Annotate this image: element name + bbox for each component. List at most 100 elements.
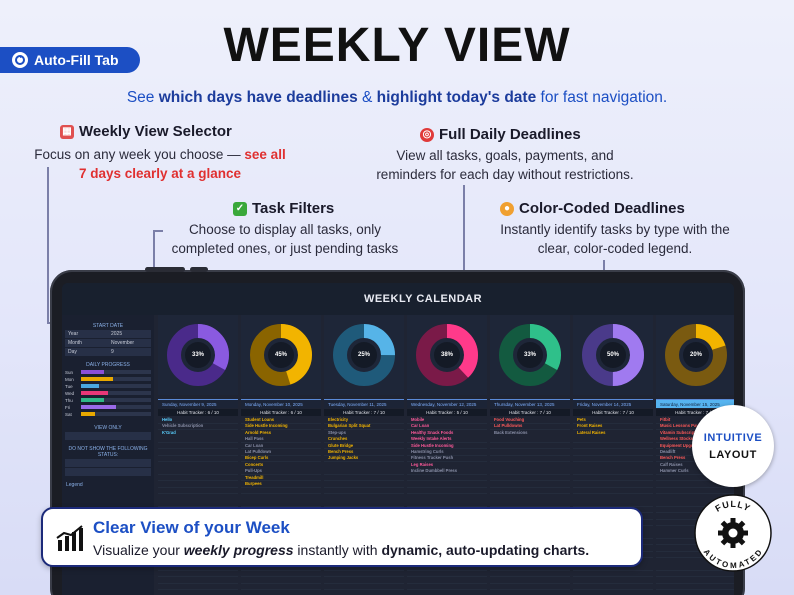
day-date-header[interactable]: Monday, November 10, 2025 (241, 399, 321, 408)
habit-tracker: Habit Tracker : 7 / 10 (324, 409, 404, 416)
task-list: Hello Vehicle Subscription K'Grad (158, 417, 238, 436)
task-item[interactable]: Vitamin Subscription (660, 429, 702, 435)
task-item[interactable]: Jumping Jacks (328, 455, 359, 461)
task-item[interactable]: Step-ups (328, 429, 346, 435)
task-item[interactable]: Leg Raises (411, 461, 434, 467)
start-date-row[interactable]: Day 9 (65, 348, 151, 356)
task-grid (490, 417, 570, 595)
task-item[interactable]: Hello (162, 417, 173, 422)
callout-color-coded: ● Color-Coded Deadlines (500, 200, 720, 217)
task-item[interactable]: Crunches (328, 436, 348, 442)
task-item[interactable]: Lateral Raises (577, 429, 606, 435)
donut-fill (499, 324, 561, 386)
task-item[interactable]: Music Lessons Pay (660, 423, 699, 429)
day-date-header[interactable]: Wednesday, November 12, 2025 (407, 399, 487, 408)
task-item[interactable]: Pull-Ups (245, 468, 262, 474)
task-item[interactable]: Student Loans (245, 417, 275, 422)
donut-fill (250, 324, 312, 386)
task-item[interactable]: Lat Pulldowns (494, 423, 523, 429)
progress-track (81, 398, 151, 402)
task-item[interactable]: Car Loan (245, 442, 264, 448)
task-item[interactable]: Bench Press (660, 455, 686, 461)
task-item[interactable]: Glute Bridge (328, 442, 354, 448)
task-item[interactable]: K'Grad (162, 429, 176, 435)
donut-percent: 33% (191, 352, 204, 358)
progress-fill (81, 412, 95, 416)
task-item[interactable]: Car Loan (411, 423, 430, 429)
svg-text:FULLY: FULLY (713, 499, 752, 514)
day-date-header[interactable]: Thursday, November 13, 2025 (490, 399, 570, 408)
donut-percent: 50% (606, 352, 619, 358)
donut-fill (582, 324, 644, 386)
start-date-row[interactable]: Year 2025 (65, 330, 151, 338)
hide-status-select[interactable] (65, 459, 151, 467)
task-item[interactable]: Arnold Press (245, 429, 272, 435)
progress-track (81, 391, 151, 395)
habit-tracker: Habit Tracker : 6 / 10 (158, 409, 238, 416)
callout-daily-deadlines: ◎ Full Daily Deadlines (420, 126, 620, 143)
task-item[interactable]: Electricity (328, 417, 349, 422)
task-item[interactable]: Side Hustle Incoming (245, 423, 288, 429)
task-item[interactable]: Fitbit (660, 417, 671, 422)
view-only-label: VIEW ONLY (94, 425, 122, 431)
day-column: 50% Friday, November 14, 2025 Habit Trac… (573, 315, 653, 595)
task-item[interactable]: Hammer Curls (660, 468, 689, 474)
task-item[interactable]: Hall Pass (245, 436, 264, 442)
daily-progress-label: DAILY PROGRESS (86, 362, 130, 368)
task-item[interactable]: Equipment Upgrade (660, 442, 700, 448)
view-only-select[interactable] (65, 432, 151, 440)
progress-day-label: Thu (65, 397, 73, 403)
connector-line (463, 185, 465, 305)
task-item[interactable]: Wellness Stocks (660, 436, 693, 442)
task-item[interactable]: Bicep Curls (245, 455, 269, 461)
day-date-header[interactable]: Sunday, November 9, 2025 (158, 399, 238, 408)
task-item[interactable]: Side Hustle Incoming (411, 442, 454, 448)
callout-body: Instantly identify tasks by type with th… (500, 222, 730, 256)
progress-day-label: Tue (65, 383, 73, 389)
task-item[interactable]: Weekly Intake Alerts (411, 436, 452, 442)
task-item[interactable]: Food Vouching (494, 417, 525, 422)
task-item[interactable]: Bulgarian Split Squat (328, 423, 371, 429)
task-item[interactable]: Concerts (245, 461, 264, 467)
progress-fill (81, 398, 105, 402)
progress-fill (81, 391, 108, 395)
task-item[interactable]: Back Extensions (494, 429, 528, 435)
task-item[interactable]: Calf Raises (660, 461, 683, 467)
task-item[interactable]: Vehicle Subscription (162, 423, 204, 429)
task-item[interactable]: Front Raises (577, 423, 603, 429)
progress-track (81, 412, 151, 416)
progress-bar-row: Thu (65, 397, 151, 403)
auto-fill-tab-badge[interactable]: Auto-Fill Tab (0, 47, 140, 73)
day-progress-donut: 50% (573, 315, 653, 395)
task-item[interactable]: Mobile (411, 417, 425, 422)
day-date-header[interactable]: Tuesday, November 11, 2025 (324, 399, 404, 408)
task-item[interactable]: Treadmill (245, 474, 264, 480)
row-key: Month (68, 340, 82, 346)
callout-body: Choose to display all tasks, only complet… (171, 222, 399, 256)
task-item[interactable]: Fitness Tracker Push (411, 455, 454, 461)
habit-tracker: Habit Tracker : 7 / 10 (490, 409, 570, 416)
task-item[interactable]: Pets (577, 417, 586, 422)
connector-line (153, 230, 163, 232)
task-item[interactable]: Bench Press (328, 449, 354, 455)
task-item[interactable]: Incline Dumbbell Press (411, 468, 458, 474)
donut-fill (167, 324, 229, 386)
callout-task-filters: ✓ Task Filters (233, 200, 433, 217)
start-date-row[interactable]: Month November (65, 339, 151, 347)
calendar-header: WEEKLY CALENDAR (62, 283, 734, 315)
calendar-title: WEEKLY CALENDAR (363, 293, 483, 305)
progress-track (81, 377, 151, 381)
task-list: Student Loans Side Hustle Incoming Arnold … (241, 417, 321, 487)
donut-fill (416, 324, 478, 386)
day-date-header[interactable]: Friday, November 14, 2025 (573, 399, 653, 408)
hide-status-select[interactable] (65, 468, 151, 476)
row-value: 2025 (111, 331, 123, 337)
task-item[interactable]: Burpees (245, 481, 262, 487)
task-item[interactable]: Lat Pulldown (245, 449, 272, 455)
day-date-header[interactable]: Saturday, November 15, 2025 (656, 399, 734, 408)
calendar-icon: ▦ (60, 124, 74, 139)
page-subtitle: See which days have deadlines & highligh… (126, 89, 668, 106)
task-item[interactable]: Healthy Snack Foods (411, 429, 454, 435)
task-item[interactable]: Deadlift (660, 449, 676, 455)
task-item[interactable]: Hamstring Curls (411, 449, 444, 455)
